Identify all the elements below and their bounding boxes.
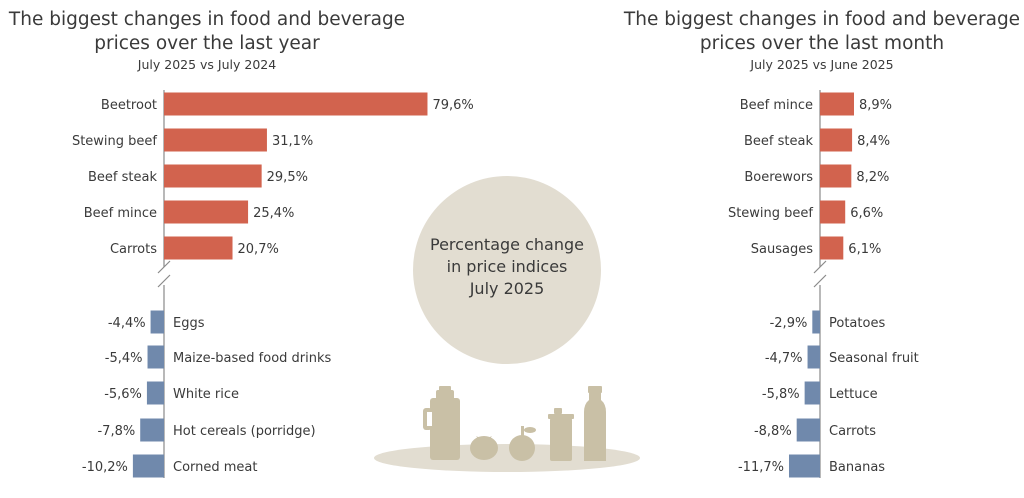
left-bar-increase [164,128,267,152]
left-bar-decrease [147,345,164,369]
left-bar-label: Beef steak [88,170,157,185]
center-decoration [374,176,640,472]
right-bar-label: Beef steak [744,134,813,149]
left-bar-decrease [146,381,164,405]
left-data-label: 29,5% [267,170,308,185]
left-bar-label: Eggs [173,316,205,331]
left-data-label: 79,6% [432,98,473,113]
right-bar-label: Boerewors [744,170,813,185]
right-bar-increase [820,200,846,224]
right-bar-increase [820,128,853,152]
left-bar-increase [164,92,428,116]
left-data-label: -7,8% [97,424,135,439]
right-data-label: -2,9% [770,316,808,331]
right-bar-label: Seasonal fruit [829,351,919,366]
right-bar-decrease [807,345,820,369]
left-bar-increase [164,164,262,188]
left-bar-increase [164,236,233,260]
right-data-label: -4,7% [765,351,803,366]
right-bar-label: Beef mince [740,98,813,113]
right-chart-subtitle: July 2025 vs June 2025 [750,57,894,72]
left-data-label: -5,6% [104,387,142,402]
left-bar-label: White rice [173,387,239,402]
bottle-icon [584,386,606,461]
right-bar-increase [820,164,852,188]
left-bar-label: Hot cereals (porridge) [173,424,316,439]
tin-can-icon [548,408,574,461]
right-bar-increase [820,236,844,260]
right-bar-label: Bananas [829,460,885,475]
right-bar-chart: Beef mince 8,9% Beef steak 8,4% Boerewors 8,2… [728,90,919,478]
right-data-label: 6,6% [850,206,883,221]
left-data-label: 20,7% [238,242,279,257]
right-data-label: -11,7% [738,460,784,475]
right-bar-decrease [788,454,820,478]
milk-jug-icon [423,386,460,460]
left-bar-decrease [150,310,164,334]
right-bar-label: Potatoes [829,316,885,331]
right-bar-decrease [804,381,820,405]
left-chart-title: The biggest changes in food and beverage… [8,9,406,54]
left-data-label: -10,2% [82,460,128,475]
right-data-label: 8,4% [857,134,890,149]
right-axis-break [813,260,827,288]
right-data-label: -8,8% [754,424,792,439]
center-label: Percentage change in price indices July … [430,235,584,298]
left-bar-chart: Beetroot 79,6% Stewing beef 31,1% Beef steak… [72,90,474,478]
left-chart-subtitle: July 2025 vs July 2024 [137,57,277,72]
apple-icon [509,426,536,461]
left-bar-increase [164,200,249,224]
left-bar-decrease [140,418,164,442]
right-data-label: 8,9% [859,98,892,113]
right-bar-label: Sausages [751,242,813,257]
left-bar-label: Stewing beef [72,134,157,149]
left-data-label: 25,4% [253,206,294,221]
left-data-label: -4,4% [108,316,146,331]
right-bar-increase [820,92,854,116]
left-bar-label: Carrots [110,242,157,257]
left-bar-decrease [132,454,164,478]
right-bar-label: Carrots [829,424,876,439]
right-chart-title: The biggest changes in food and beverage… [623,9,1021,54]
left-bar-label: Corned meat [173,460,258,475]
right-bar-label: Lettuce [829,387,878,402]
left-bar-label: Maize-based food drinks [173,351,332,366]
right-data-label: -5,8% [762,387,800,402]
left-axis-break [157,260,171,288]
left-bar-label: Beetroot [101,98,157,113]
right-bar-decrease [796,418,820,442]
left-data-label: -5,4% [105,351,143,366]
tomato-icon [470,436,498,460]
right-data-label: 8,2% [856,170,889,185]
center-circle [413,176,601,364]
right-bar-decrease [812,310,820,334]
right-bar-label: Stewing beef [728,206,813,221]
left-bar-label: Beef mince [84,206,157,221]
right-data-label: 6,1% [848,242,881,257]
left-data-label: 31,1% [272,134,313,149]
